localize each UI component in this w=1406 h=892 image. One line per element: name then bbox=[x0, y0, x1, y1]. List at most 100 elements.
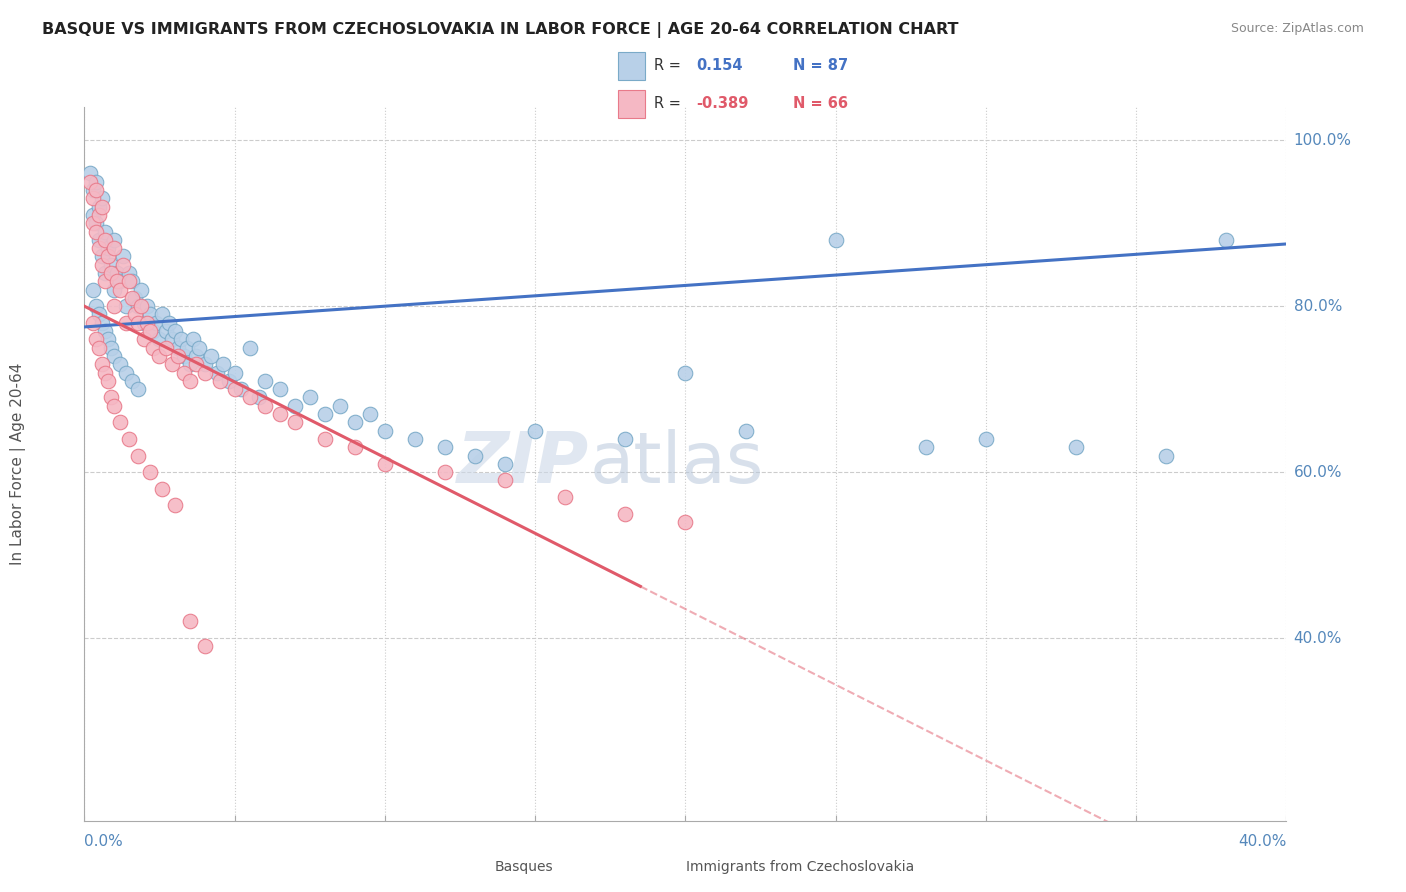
Point bbox=[97, 332, 120, 346]
Point bbox=[86, 183, 108, 197]
Point bbox=[100, 341, 122, 355]
Point bbox=[163, 324, 186, 338]
Point bbox=[86, 216, 108, 230]
Point bbox=[82, 316, 104, 330]
Point bbox=[79, 166, 101, 180]
Point bbox=[329, 399, 352, 413]
Point bbox=[155, 341, 177, 355]
Text: Basques: Basques bbox=[495, 860, 554, 874]
Point bbox=[152, 308, 174, 322]
Point bbox=[187, 341, 209, 355]
Point bbox=[253, 399, 276, 413]
Point bbox=[494, 474, 516, 488]
Point bbox=[148, 332, 170, 346]
Point bbox=[269, 407, 291, 421]
Point bbox=[734, 424, 756, 438]
FancyBboxPatch shape bbox=[617, 52, 645, 80]
Point bbox=[118, 432, 141, 446]
Point bbox=[103, 399, 125, 413]
Point bbox=[89, 308, 111, 322]
Point bbox=[974, 432, 997, 446]
Point bbox=[97, 241, 120, 255]
Point bbox=[103, 283, 125, 297]
Point bbox=[131, 283, 153, 297]
Point bbox=[118, 274, 141, 288]
Point bbox=[343, 415, 366, 429]
Text: Source: ZipAtlas.com: Source: ZipAtlas.com bbox=[1230, 22, 1364, 36]
Point bbox=[79, 175, 101, 189]
Point bbox=[163, 499, 186, 513]
Point bbox=[86, 332, 108, 346]
Text: N = 87: N = 87 bbox=[793, 58, 848, 73]
Point bbox=[94, 225, 117, 239]
Text: ZIP: ZIP bbox=[457, 429, 589, 499]
Point bbox=[94, 233, 117, 247]
Point bbox=[115, 366, 138, 380]
Text: atlas: atlas bbox=[589, 429, 763, 499]
Point bbox=[91, 200, 114, 214]
Point bbox=[434, 440, 457, 454]
Point bbox=[112, 258, 135, 272]
Point bbox=[100, 258, 122, 272]
Point bbox=[284, 415, 307, 429]
Text: R =: R = bbox=[654, 58, 686, 73]
Point bbox=[179, 374, 201, 388]
Point bbox=[181, 332, 204, 346]
Point bbox=[139, 308, 162, 322]
Point bbox=[1156, 449, 1178, 463]
Point bbox=[118, 266, 141, 280]
Point bbox=[239, 391, 262, 405]
Point bbox=[675, 366, 697, 380]
Point bbox=[124, 308, 146, 322]
Point bbox=[343, 440, 366, 454]
Point bbox=[494, 457, 516, 471]
Point bbox=[1215, 233, 1237, 247]
Text: Immigrants from Czechoslovakia: Immigrants from Czechoslovakia bbox=[686, 860, 914, 874]
Point bbox=[91, 357, 114, 371]
Point bbox=[247, 391, 270, 405]
Point bbox=[145, 316, 167, 330]
Point bbox=[94, 324, 117, 338]
Point bbox=[239, 341, 262, 355]
Point bbox=[110, 283, 132, 297]
Point bbox=[97, 249, 120, 263]
Point bbox=[224, 382, 246, 396]
Point bbox=[82, 183, 104, 197]
Point bbox=[173, 349, 195, 363]
Point bbox=[82, 208, 104, 222]
Point bbox=[176, 341, 198, 355]
Point bbox=[139, 465, 162, 479]
Point bbox=[124, 291, 146, 305]
Point bbox=[82, 216, 104, 230]
Point bbox=[142, 324, 165, 338]
Point bbox=[148, 349, 170, 363]
Point bbox=[194, 357, 217, 371]
FancyBboxPatch shape bbox=[617, 89, 645, 118]
Text: 0.154: 0.154 bbox=[696, 58, 742, 73]
Point bbox=[464, 449, 486, 463]
Point bbox=[112, 249, 135, 263]
Point bbox=[94, 274, 117, 288]
Text: 40.0%: 40.0% bbox=[1294, 631, 1341, 646]
Point bbox=[169, 332, 191, 346]
Point bbox=[614, 507, 637, 521]
Point bbox=[89, 341, 111, 355]
Point bbox=[107, 266, 129, 280]
Point bbox=[434, 465, 457, 479]
Text: 80.0%: 80.0% bbox=[1294, 299, 1341, 314]
Point bbox=[91, 249, 114, 263]
Point bbox=[103, 299, 125, 313]
Text: 60.0%: 60.0% bbox=[1294, 465, 1341, 480]
Point bbox=[82, 283, 104, 297]
Point bbox=[269, 382, 291, 396]
Point bbox=[127, 449, 149, 463]
Point bbox=[136, 299, 159, 313]
Text: 100.0%: 100.0% bbox=[1294, 133, 1351, 148]
Point bbox=[89, 233, 111, 247]
Point bbox=[139, 324, 162, 338]
Point bbox=[127, 299, 149, 313]
Point bbox=[155, 324, 177, 338]
Point bbox=[374, 424, 396, 438]
Point bbox=[314, 432, 336, 446]
Point bbox=[136, 316, 159, 330]
